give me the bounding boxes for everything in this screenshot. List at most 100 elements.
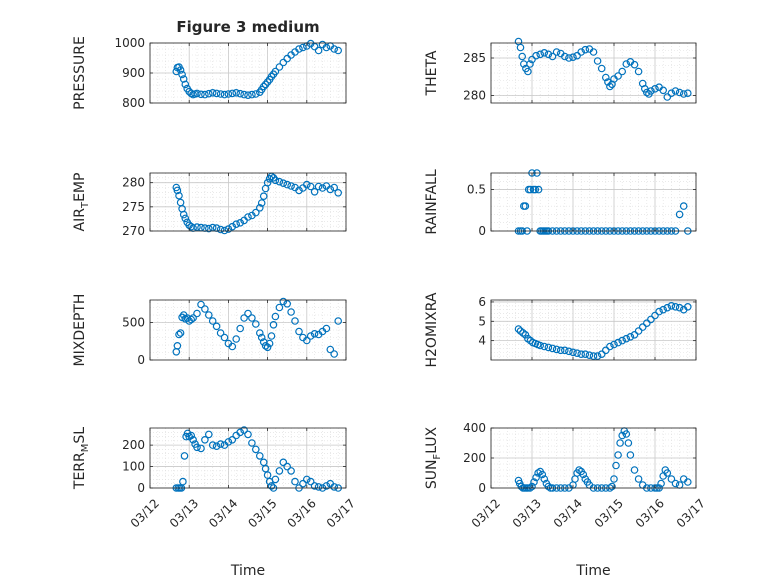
data-point (283, 299, 292, 308)
data-point (257, 333, 266, 342)
data-point (626, 451, 635, 459)
data-point (630, 466, 639, 474)
data-point (601, 346, 610, 355)
data-point (228, 89, 237, 98)
data-point (220, 90, 229, 99)
y-axis-label-rest: LUX (424, 426, 440, 453)
data-point (616, 439, 624, 447)
series-markers (172, 39, 343, 100)
y-axis-label-subscript: T (80, 201, 91, 209)
data-point (216, 90, 225, 98)
data-point (589, 48, 598, 56)
y-axis-label-main: RAINFALL (424, 169, 440, 234)
x-tick-label: 03/15 (245, 496, 279, 530)
data-point (548, 52, 557, 61)
data-point (534, 185, 543, 194)
data-point (651, 85, 659, 93)
data-point (224, 90, 233, 98)
data-point (244, 309, 252, 318)
data-point (279, 297, 288, 306)
data-point (181, 214, 190, 223)
y-tick-label: 280 (463, 89, 486, 103)
data-point (610, 475, 618, 483)
data-point (279, 458, 288, 467)
data-point (240, 426, 248, 434)
data-point (671, 479, 680, 488)
subplot-2: 280 285 THETA (424, 37, 697, 104)
data-point (201, 90, 209, 99)
data-point (271, 176, 280, 185)
x-tick-label: 03/12 (469, 496, 503, 530)
data-point (642, 319, 651, 328)
data-point (189, 435, 197, 444)
data-point (197, 90, 205, 99)
data-point (240, 314, 248, 322)
data-point (683, 478, 692, 486)
data-point (252, 208, 260, 217)
x-tick-label: 03/14 (551, 496, 585, 530)
data-point (314, 46, 323, 55)
x-tick-label: 03/17 (674, 496, 708, 530)
data-point (630, 330, 639, 339)
data-point (176, 66, 185, 74)
data-point (228, 342, 237, 351)
data-point (197, 444, 205, 453)
data-point (299, 479, 307, 488)
y-axis-label-main: TERR (72, 452, 88, 490)
axes-box (490, 42, 697, 104)
data-point (585, 351, 594, 360)
data-point (540, 342, 549, 351)
data-point (618, 336, 627, 345)
data-point (597, 350, 606, 359)
series-markers (172, 172, 343, 235)
data-point (236, 428, 245, 437)
data-point (261, 80, 270, 89)
data-point (326, 345, 335, 354)
data-point (634, 327, 643, 335)
axes-box (490, 299, 697, 361)
data-point (612, 461, 620, 470)
data-point (212, 322, 221, 331)
data-point (581, 350, 590, 359)
y-axis-label-main: AIR (72, 208, 88, 232)
data-point (675, 210, 684, 219)
data-point (647, 87, 655, 95)
data-point (593, 352, 602, 360)
data-point (181, 80, 190, 89)
data-point (548, 344, 557, 353)
data-point (514, 325, 523, 333)
data-point (532, 51, 540, 60)
data-point (630, 60, 639, 69)
y-axis-label-rest: SL (72, 427, 88, 444)
data-point (306, 477, 315, 486)
data-point (675, 88, 684, 97)
data-point (565, 54, 573, 62)
data-point (205, 89, 213, 98)
data-point (683, 302, 692, 311)
data-point (573, 51, 581, 60)
y-axis-label-main: PRESSURE (72, 36, 88, 110)
data-point (287, 467, 295, 475)
data-point (302, 475, 311, 484)
data-point (679, 90, 688, 98)
data-point (540, 48, 549, 57)
data-point (275, 303, 284, 312)
y-tick-label: 6 (478, 295, 486, 309)
x-axis-label: Time (575, 563, 610, 579)
data-point (193, 89, 201, 98)
y-axis-label-main: THETA (424, 50, 440, 96)
y-tick-label: 4 (478, 334, 486, 348)
data-point (657, 479, 665, 488)
data-point (275, 467, 284, 475)
data-point (330, 183, 339, 192)
y-axis-label-main: MIXDEPTH (72, 294, 88, 367)
data-point (310, 188, 319, 196)
data-point (524, 67, 532, 76)
data-point (224, 225, 233, 233)
data-point (663, 303, 672, 312)
x-tick-label: 03/13 (510, 496, 544, 530)
data-point (295, 45, 303, 53)
data-point (295, 327, 303, 336)
data-point (236, 219, 245, 227)
x-tick-label: 03/16 (285, 496, 319, 530)
